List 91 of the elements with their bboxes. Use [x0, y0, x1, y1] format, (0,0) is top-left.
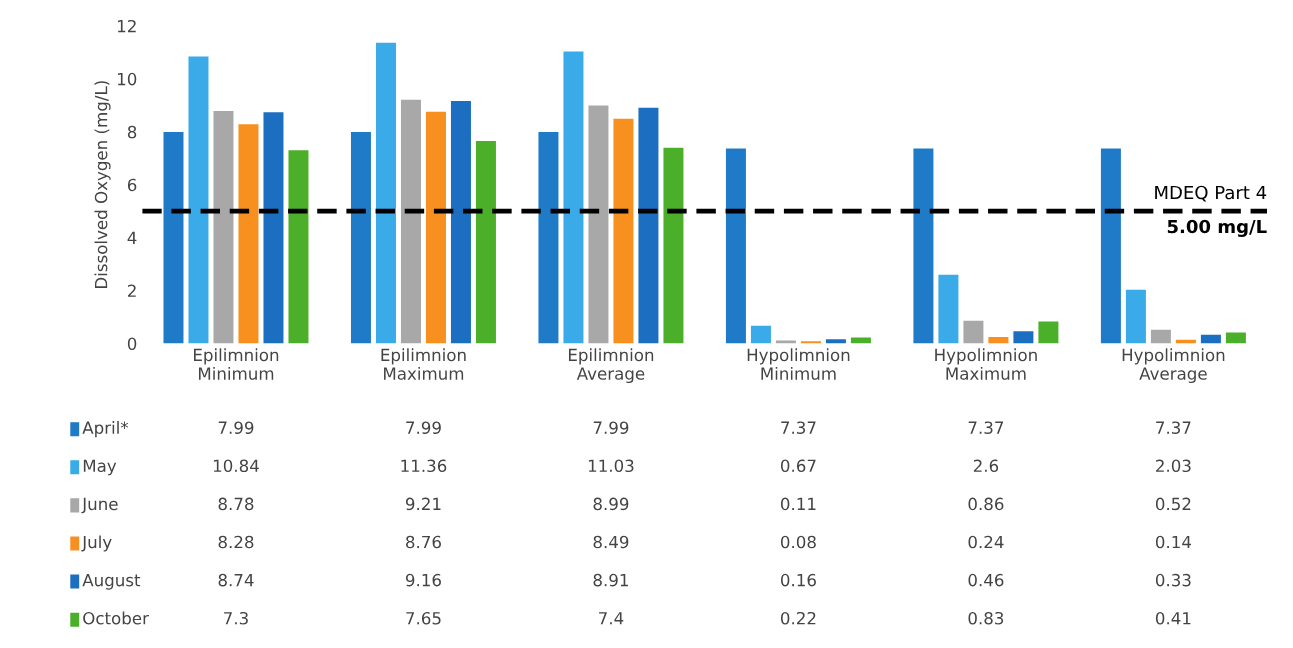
legend-label: October: [83, 611, 149, 625]
data-label: 7.99: [406, 421, 441, 435]
legend-label: August: [82, 574, 141, 590]
bar: [1038, 321, 1059, 344]
y-tick-label: 12: [117, 19, 136, 33]
data-label: 7.65: [406, 611, 441, 625]
data-label: 0.16: [780, 573, 816, 587]
data-label: 8.99: [593, 497, 629, 511]
data-label: 8.74: [218, 573, 254, 587]
data-label: 8.76: [406, 535, 441, 549]
bar: [988, 337, 1009, 344]
data-label: 11.03: [588, 459, 634, 473]
x-tick-label: Hypolimnion Minimum: [747, 348, 850, 380]
bar: [663, 147, 684, 344]
data-label: 2.03: [1156, 459, 1191, 473]
y-axis-title: Dissolved Oxygen (mg/L): [94, 81, 111, 288]
data-label: 7.37: [1156, 421, 1191, 435]
bar: [1013, 331, 1034, 344]
y-tick-label: 8: [127, 125, 137, 139]
data-label: 7.99: [218, 421, 254, 435]
bar: [725, 148, 746, 344]
data-label: 8.49: [593, 535, 629, 549]
bar: [1225, 332, 1246, 344]
bar: [938, 274, 959, 344]
bar: [425, 111, 446, 344]
annotation: 5.00 mg/L: [1167, 219, 1267, 237]
y-tick-label: 10: [117, 72, 137, 86]
data-label: 0.86: [968, 497, 1004, 511]
data-label: 8.28: [218, 535, 254, 549]
bar: [913, 148, 934, 344]
bar: [375, 42, 396, 344]
data-label: 7.3: [224, 611, 248, 625]
data-label: 0.24: [968, 535, 1004, 549]
bar: [800, 341, 821, 344]
bar: [475, 141, 496, 344]
x-tick-label: Epilimnion Average: [568, 348, 654, 384]
bar: [263, 112, 284, 344]
bar: [963, 320, 984, 344]
legend-label: May: [83, 459, 117, 476]
bar: [1150, 329, 1171, 344]
data-label: 7.4: [599, 612, 624, 625]
data-label: 0.14: [1155, 535, 1192, 549]
data-label: 0.41: [1155, 611, 1191, 625]
bar: [588, 105, 609, 344]
legend-label: June: [81, 497, 118, 514]
y-tick-label: 6: [127, 178, 137, 192]
data-label: 9.16: [405, 573, 441, 587]
bar: [400, 99, 421, 344]
y-tick-label: 4: [127, 231, 137, 244]
data-label: 7.37: [968, 421, 1004, 435]
bar: [238, 124, 259, 344]
y-tick-label: 0: [127, 337, 137, 351]
bar: [1125, 289, 1146, 344]
data-label: 0.46: [968, 573, 1004, 587]
legend-label: April*: [82, 421, 129, 438]
x-tick-label: Epilimnion Minimum: [194, 348, 279, 380]
bar: [538, 132, 559, 344]
data-label: 7.37: [781, 421, 816, 435]
legend-label: July: [81, 535, 112, 552]
data-label: 8.78: [218, 497, 254, 511]
data-label: 7.99: [593, 421, 629, 435]
bar: [288, 150, 309, 344]
bar: [825, 339, 846, 344]
bar: [563, 51, 584, 344]
bar: [350, 132, 371, 344]
bar: [613, 118, 634, 344]
data-label: 2.6: [973, 459, 999, 473]
data-label: 11.36: [401, 459, 447, 473]
y-tick-label: 2: [127, 284, 136, 297]
bar: [450, 101, 471, 344]
data-label: 0.33: [1155, 573, 1191, 587]
data-label: 9.21: [405, 497, 441, 511]
bar: [1100, 148, 1121, 344]
data-label: 0.52: [1155, 497, 1191, 511]
x-tick-label: Hypolimnion Average: [1122, 348, 1225, 384]
bar: [1200, 334, 1221, 344]
data-label: 0.11: [780, 497, 816, 511]
x-tick-label: Hypolimnion Maximum: [935, 348, 1037, 380]
bar: [213, 111, 234, 344]
data-label: 0.67: [780, 459, 816, 473]
data-label: 0.22: [780, 611, 816, 625]
data-label: 8.91: [593, 573, 628, 587]
data-label: 0.08: [780, 535, 816, 549]
data-label: 10.84: [213, 459, 259, 473]
data-label: 0.83: [968, 611, 1004, 625]
x-tick-label: Epilimnion Maximum: [381, 348, 466, 380]
bar: [163, 132, 184, 344]
ref-line-label: MDEQ Part 4: [1155, 185, 1267, 202]
bar: [638, 107, 659, 344]
bar: [188, 56, 209, 344]
bar: [750, 325, 771, 344]
